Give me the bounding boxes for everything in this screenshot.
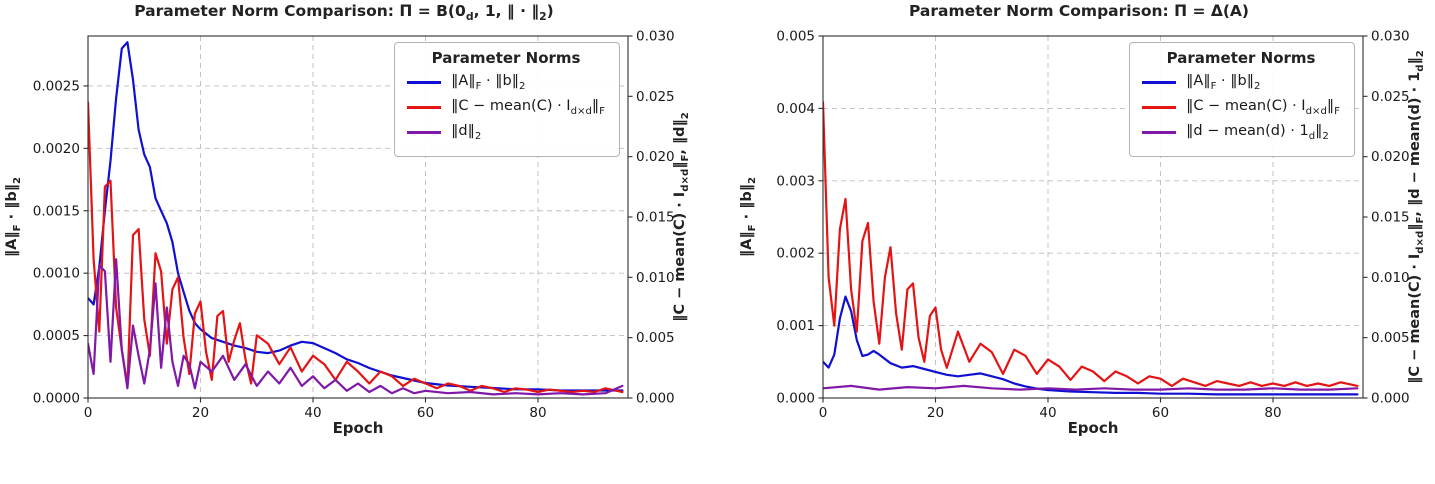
chart-title: Parameter Norm Comparison: Π = B(0d, 1, … [134,2,554,24]
legend-entry: ‖d − mean(d) · 1d‖2 [1142,123,1340,142]
y-tick-label-left: 0.0005 [33,328,80,344]
y-axis-label-left: ‖A‖F · ‖b‖2 [739,176,758,258]
x-tick-label: 60 [1152,405,1169,421]
y-tick-label-right: 0.025 [1371,89,1410,105]
y-tick-label-right: 0.030 [636,29,675,45]
y-axis-label-right: ‖C − mean(C) · Id×d‖F, ‖d − mean(d) · 1d… [1407,50,1426,384]
legend: Parameter Norms ‖A‖F · ‖b‖2 ‖C − mean(C) … [1129,42,1355,157]
tick-marks [818,35,1368,403]
x-tick-label: 60 [417,405,434,421]
legend-entries: ‖A‖F · ‖b‖2 ‖C − mean(C) · Id×d‖F ‖d‖2 [407,73,605,142]
y-tick-label-right: 0.010 [1371,270,1410,286]
legend-line-swatch [407,105,442,109]
legend-entry: ‖A‖F · ‖b‖2 [1142,73,1340,92]
y-tick-label-left: 0.002 [776,246,815,262]
legend-entry: ‖C − mean(C) · Id×d‖F [407,98,605,117]
legend-line-swatch [1142,105,1177,109]
y-tick-label-left: 0.003 [776,173,815,189]
x-tick-label: 40 [1039,405,1056,421]
series-line-d-minus-mean-ones-norm [823,384,1359,391]
y-tick-label-right: 0.005 [1371,330,1410,346]
legend-entry: ‖A‖F · ‖b‖2 [407,73,605,92]
series-line-C-minus-mean-identity-frobenius [823,101,1359,387]
y-tick-label-right: 0.010 [636,270,675,286]
x-tick-label: 20 [192,405,209,421]
series-line-A-frobenius-times-b-norm [823,295,1359,396]
y-tick-label-left: 0.0000 [33,391,80,407]
y-tick-label-left: 0.001 [776,318,815,334]
y-tick-label-left: 0.000 [776,391,815,407]
y-tick-label-right: 0.030 [1371,29,1410,45]
x-tick-label: 80 [1264,405,1281,421]
legend-entry-label: ‖C − mean(C) · Id×d‖F [1186,97,1340,117]
legend-line-swatch [1142,80,1177,84]
y-axis-label-right: ‖C − mean(C) · Id×d‖F, ‖d‖2 [672,112,691,322]
series-line-d-norm [88,258,624,396]
tick-marks [83,35,633,403]
y-tick-label-left: 0.0020 [33,141,80,157]
y-tick-label-left: 0.004 [776,101,815,117]
chart-title: Parameter Norm Comparison: Π = Δ(A) [908,2,1250,20]
legend-entry-label: ‖d‖2 [451,122,482,142]
legend-line-swatch [1142,130,1177,134]
y-tick-label-right: 0.000 [1371,391,1410,407]
legend: Parameter Norms ‖A‖F · ‖b‖2 ‖C − mean(C) … [394,42,620,157]
y-tick-label-right: 0.015 [1371,210,1410,226]
chart-projection-ball: Parameter Norm Comparison: Π = B(0d, 1, … [0,0,700,484]
legend-title: Parameter Norms [431,49,581,67]
x-tick-label: 20 [927,405,944,421]
legend-title: Parameter Norms [1166,49,1316,67]
y-tick-label-right: 0.025 [636,89,675,105]
legend-entry-label: ‖A‖F · ‖b‖2 [1186,73,1261,92]
y-tick-label-left: 0.0025 [33,78,80,94]
legend-entry-label: ‖A‖F · ‖b‖2 [451,73,526,92]
x-tick-label: 0 [84,405,93,421]
y-tick-label-right: 0.020 [1371,149,1410,165]
tick-labels: 0 20 40 60 80 0.000 0.001 0.002 0.003 0.004 0.005 0… [776,29,1409,422]
y-axis-label-left: ‖A‖F · ‖b‖2 [4,176,23,258]
y-tick-label-right: 0.015 [636,210,675,226]
x-axis-label: Epoch [332,419,384,437]
y-tick-label-left: 0.0015 [33,203,80,219]
legend-entry: ‖C − mean(C) · Id×d‖F [1142,98,1340,117]
y-tick-label-left: 0.0010 [33,266,80,282]
y-tick-label-right: 0.020 [636,149,675,165]
x-tick-label: 80 [529,405,546,421]
y-tick-label-right: 0.000 [636,391,675,407]
legend-entries: ‖A‖F · ‖b‖2 ‖C − mean(C) · Id×d‖F ‖d − mea… [1142,73,1340,142]
x-tick-label: 0 [819,405,828,421]
tick-labels: 0 20 40 60 80 0.0000 0.0005 0.0010 0.0015 0.0020 0… [33,29,675,422]
legend-entry-label: ‖C − mean(C) · Id×d‖F [451,97,605,117]
legend-entry-label: ‖d − mean(d) · 1d‖2 [1186,122,1329,142]
y-tick-label-right: 0.005 [636,330,675,346]
chart-projection-simplex: Parameter Norm Comparison: Π = Δ(A) 0 20 4… [735,0,1435,484]
x-axis-label: Epoch [1067,419,1119,437]
legend-entry: ‖d‖2 [407,123,605,142]
y-tick-label-left: 0.005 [776,29,815,45]
x-tick-label: 40 [304,405,321,421]
series-line-C-minus-mean-identity-frobenius [88,101,624,394]
legend-line-swatch [407,80,442,84]
legend-line-swatch [407,130,442,134]
